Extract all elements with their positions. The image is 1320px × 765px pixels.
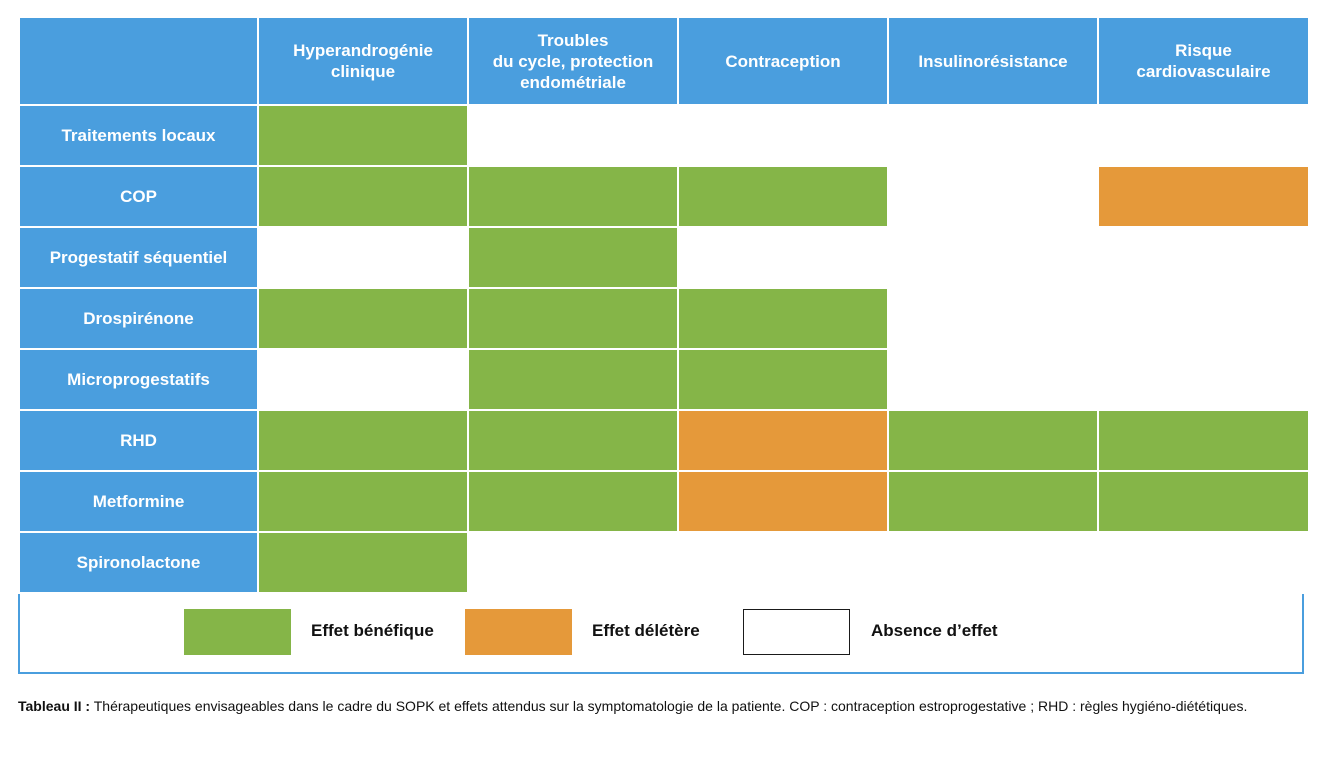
row-header: Traitements locaux <box>20 106 257 165</box>
row-header: Metformine <box>20 472 257 531</box>
effect-cell-ben <box>469 472 677 531</box>
col-header-risque-cardio: Risque cardiovasculaire <box>1099 18 1308 104</box>
effect-cell-none <box>1099 350 1308 409</box>
row-header: RHD <box>20 411 257 470</box>
row-header: COP <box>20 167 257 226</box>
table-caption: Tableau II : Thérapeutiques envisageable… <box>18 696 1308 716</box>
effect-cell-none <box>889 289 1097 348</box>
effect-cell-none <box>889 167 1097 226</box>
effect-cell-ben <box>889 411 1097 470</box>
effect-cell-ben <box>469 289 677 348</box>
col-header-contraception: Contraception <box>679 18 887 104</box>
effect-cell-none <box>259 228 467 287</box>
row-header: Drospirénone <box>20 289 257 348</box>
caption-text: Thérapeutiques envisageables dans le cad… <box>90 698 1248 714</box>
row-header: Spironolactone <box>20 533 257 592</box>
table-grid: Hyperandrogénie clinique Troubles du cyc… <box>18 16 1308 594</box>
effect-cell-none <box>259 350 467 409</box>
effect-cell-ben <box>259 533 467 592</box>
legend-label-deleterious: Effet délétère <box>592 621 700 640</box>
effect-cell-del <box>1099 167 1308 226</box>
effect-cell-none <box>1099 289 1308 348</box>
col-header-troubles-cycle: Troubles du cycle, protection endométria… <box>469 18 677 104</box>
legend-swatch-beneficial <box>184 609 291 655</box>
effect-cell-none <box>469 533 677 592</box>
effect-cell-ben <box>259 106 467 165</box>
effect-cell-ben <box>469 228 677 287</box>
effect-cell-none <box>1099 228 1308 287</box>
effect-cell-none <box>1099 533 1308 592</box>
effect-cell-ben <box>679 350 887 409</box>
legend-label-none: Absence d’effet <box>871 621 998 640</box>
effect-cell-none <box>679 533 887 592</box>
effect-cell-ben <box>469 167 677 226</box>
corner-header <box>20 18 257 104</box>
col-header-insulinoresistance: Insulinorésistance <box>889 18 1097 104</box>
row-header: Microprogestatifs <box>20 350 257 409</box>
col-header-hyperandrogenie: Hyperandrogénie clinique <box>259 18 467 104</box>
effect-cell-ben <box>259 411 467 470</box>
therapeutics-table: Hyperandrogénie clinique Troubles du cyc… <box>18 16 1308 674</box>
legend: Effet bénéfique Effet délétère Absence d… <box>20 593 1302 672</box>
caption-label: Tableau II : <box>18 698 91 714</box>
effect-cell-none <box>889 350 1097 409</box>
effect-cell-ben <box>259 289 467 348</box>
effect-cell-none <box>889 228 1097 287</box>
effect-cell-none <box>1099 106 1308 165</box>
legend-label-beneficial: Effet bénéfique <box>311 621 434 640</box>
effect-cell-ben <box>259 167 467 226</box>
effect-cell-none <box>889 106 1097 165</box>
legend-swatch-deleterious <box>465 609 572 655</box>
legend-swatch-none <box>743 609 850 655</box>
effect-cell-ben <box>1099 472 1308 531</box>
effect-cell-none <box>679 228 887 287</box>
effect-cell-ben <box>469 350 677 409</box>
effect-cell-ben <box>679 289 887 348</box>
effect-cell-ben <box>1099 411 1308 470</box>
effect-cell-none <box>469 106 677 165</box>
effect-cell-none <box>679 106 887 165</box>
effect-cell-del <box>679 411 887 470</box>
row-header: Progestatif séquentiel <box>20 228 257 287</box>
effect-cell-ben <box>889 472 1097 531</box>
effect-cell-ben <box>469 411 677 470</box>
effect-cell-ben <box>259 472 467 531</box>
effect-cell-del <box>679 472 887 531</box>
effect-cell-ben <box>679 167 887 226</box>
effect-cell-none <box>889 533 1097 592</box>
